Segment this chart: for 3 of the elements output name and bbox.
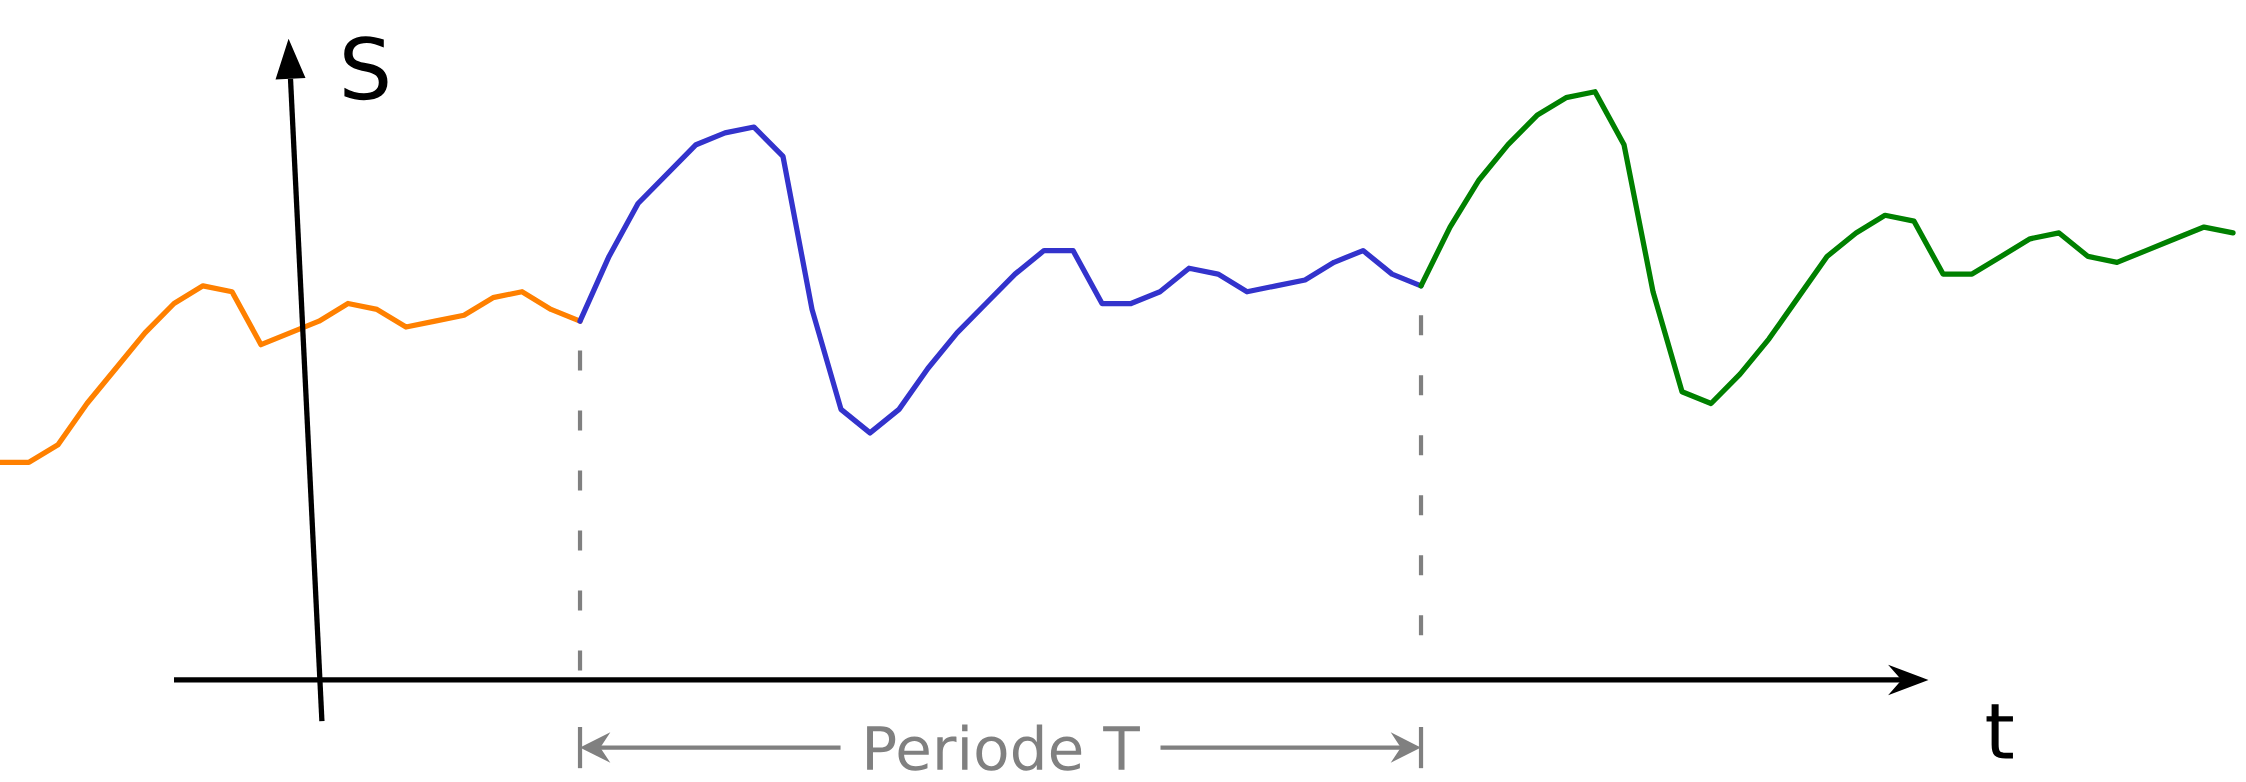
- y-axis-title: S: [344, 36, 388, 101]
- x-axis-title: t: [1986, 704, 2013, 759]
- text: Periode T: [867, 724, 1140, 771]
